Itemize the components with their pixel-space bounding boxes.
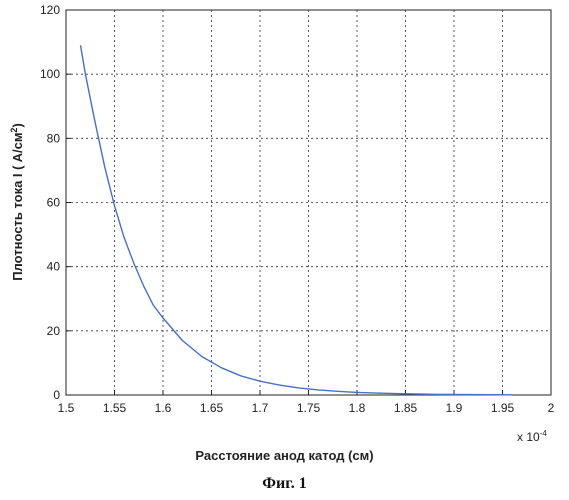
y-tick-label: 120 (40, 3, 60, 17)
x-tick-label: 1.9 (446, 401, 463, 415)
y-tick-label: 40 (47, 260, 61, 274)
x-tick-label: 1.5 (58, 401, 75, 415)
plot-area (66, 10, 551, 395)
y-tick-label: 0 (53, 388, 60, 402)
y-tick-label: 60 (47, 196, 61, 210)
x-exponent-base: x 10 (517, 430, 540, 444)
x-tick-label: 1.95 (491, 401, 515, 415)
x-tick-label: 1.55 (103, 401, 127, 415)
x-tick-label: 1.75 (297, 401, 321, 415)
y-tick-label: 100 (40, 67, 60, 81)
x-tick-label: 1.7 (252, 401, 269, 415)
x-tick-label: 1.8 (349, 401, 366, 415)
x-axis-label: Расстояние анод катод (см) (0, 448, 569, 463)
y-tick-label: 20 (47, 324, 61, 338)
x-tick-label: 1.6 (155, 401, 172, 415)
x-exponent-label: x 10-4 (517, 429, 547, 444)
x-tick-label: 1.85 (394, 401, 418, 415)
x-tick-labels: 1.5 1.55 1.6 1.65 1.7 1.75 1.8 1.85 1.9 1.95 2 (58, 401, 555, 415)
y-axis-label-end: ) (10, 123, 25, 127)
x-tick-label: 1.65 (200, 401, 224, 415)
y-tick-label: 80 (47, 131, 61, 145)
y-tick-labels: 0 20 40 60 80 100 120 (40, 3, 60, 402)
figure-caption: Фиг. 1 (0, 475, 569, 493)
y-axis-label: Плотность тока I ( A/см2) (9, 123, 25, 281)
line-chart: 1.5 1.55 1.6 1.65 1.7 1.75 1.8 1.85 1.9 1.95 2 0 20… (0, 0, 569, 445)
x-exponent-power: -4 (540, 429, 548, 438)
y-axis-label-main: Плотность тока I ( A/см (10, 133, 25, 281)
x-tick-label: 2 (548, 401, 555, 415)
